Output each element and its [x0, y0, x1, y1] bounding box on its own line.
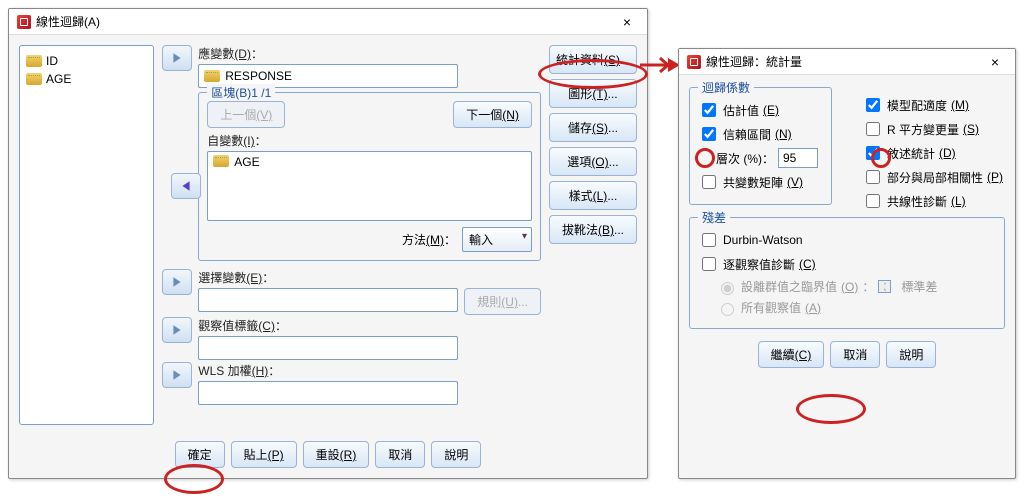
caselabel-field[interactable]: [198, 336, 458, 360]
covmatrix-check[interactable]: 共變數矩陣(V): [698, 172, 823, 192]
save-button[interactable]: 儲存(S)...: [549, 113, 637, 142]
method-row: 方法(M)： 輸入: [207, 227, 532, 252]
dialog1-button-row: 確定 貼上(P) 重設(R) 取消 說明: [9, 435, 647, 478]
block-prev-button: 上一個(V): [207, 101, 285, 128]
dependent-value: RESPONSE: [225, 69, 292, 83]
annotation-circle-continue: [796, 394, 866, 424]
level-input[interactable]: [778, 148, 818, 168]
partial-check[interactable]: 部分與局部相關性(P): [862, 167, 1005, 187]
variable-list[interactable]: ID AGE: [19, 45, 154, 425]
cancel-button[interactable]: 取消: [375, 441, 425, 468]
dialog1-title: 線性迴歸(A): [36, 13, 615, 30]
rule-button: 規則(U)...: [464, 288, 541, 315]
center-column: 應變數(D)： RESPONSE 區塊(B)1 /1 上一個(V) 下一個(N): [162, 45, 541, 425]
casewise-check[interactable]: 逐觀察值診斷(C): [698, 254, 996, 274]
caselabel-row: 觀察值標籤(C)：: [162, 317, 541, 360]
move-selection-button[interactable]: [162, 269, 192, 295]
statistics-dialog: 線性迴歸：統計量 × 迴歸係數 估計值(E) 信賴區間(N) 層次 (%)： 共…: [678, 48, 1016, 479]
dialog2-titlebar: 線性迴歸：統計量 ×: [679, 49, 1015, 75]
var-id-label: ID: [46, 54, 58, 68]
stats-button[interactable]: 統計資料(S)...: [549, 45, 637, 74]
plots-button[interactable]: 圖形(T)...: [549, 79, 637, 108]
level-label: 層次 (%)：: [716, 150, 774, 167]
move-independent-button[interactable]: [171, 173, 201, 199]
selection-row: 選擇變數(E)： 規則(U)...: [162, 269, 541, 315]
ok-button[interactable]: 確定: [175, 441, 225, 468]
wls-field[interactable]: [198, 381, 458, 405]
scale-icon: [26, 73, 42, 85]
var-age-label: AGE: [46, 72, 71, 86]
r2change-check[interactable]: R 平方變更量(S): [862, 119, 1005, 139]
method-label: 方法(M)：: [402, 231, 456, 248]
dialog1-body: ID AGE 應變數(D)： RESPONSE 區塊(B)1: [9, 35, 647, 435]
dependent-label: 應變數(D)：: [198, 45, 541, 62]
ci-level-row: 層次 (%)：: [716, 148, 823, 168]
block-title: 區塊(B)1 /1: [207, 84, 275, 101]
side-buttons: 統計資料(S)... 圖形(T)... 儲存(S)... 選項(O)... 樣式…: [549, 45, 637, 425]
move-caselabel-button[interactable]: [162, 317, 192, 343]
method-select[interactable]: 輸入: [462, 227, 532, 252]
dependent-row: 應變數(D)： RESPONSE: [162, 45, 541, 88]
wls-label: WLS 加權(H)：: [198, 362, 541, 379]
independent-value: AGE: [234, 155, 259, 169]
selection-field[interactable]: [198, 288, 458, 312]
independent-field[interactable]: AGE: [207, 151, 532, 221]
move-wls-button[interactable]: [162, 362, 192, 388]
dialog2-body: 迴歸係數 估計值(E) 信賴區間(N) 層次 (%)： 共變數矩陣(V) 模型配…: [679, 75, 1015, 388]
scale-icon: [26, 55, 42, 67]
close-icon[interactable]: ×: [615, 14, 639, 30]
linear-regression-dialog: 線性迴歸(A) × ID AGE 應變數(D)： RESPO: [8, 8, 648, 479]
var-age[interactable]: AGE: [26, 70, 147, 88]
style-button[interactable]: 樣式(L)...: [549, 181, 637, 210]
cancel2-button[interactable]: 取消: [830, 341, 880, 368]
dialog2-button-row: 繼續(C) 取消 說明: [689, 335, 1005, 378]
allcases-radio: 所有觀察值(A): [716, 299, 996, 316]
fit-check[interactable]: 模型配適度(M): [862, 95, 1005, 115]
independent-label: 自變數(I)：: [207, 132, 532, 149]
block-next-button[interactable]: 下一個(N): [453, 101, 532, 128]
outliers-radio: 設離群值之臨界值(O)：標準差: [716, 278, 996, 295]
move-dependent-button[interactable]: [162, 45, 192, 71]
var-id[interactable]: ID: [26, 52, 147, 70]
help2-button[interactable]: 說明: [886, 341, 936, 368]
resid-group-title: 殘差: [698, 209, 730, 226]
wls-row: WLS 加權(H)：: [162, 362, 541, 405]
options-button[interactable]: 選項(O)...: [549, 147, 637, 176]
bootstrap-button[interactable]: 拔靴法(B)...: [549, 215, 637, 244]
selection-label: 選擇變數(E)：: [198, 269, 541, 286]
collin-check[interactable]: 共線性診斷(L): [862, 191, 1005, 211]
block-frame: 區塊(B)1 /1 上一個(V) 下一個(N) 自變數(I)： AGE: [198, 92, 541, 261]
estimates-check[interactable]: 估計值(E): [698, 100, 823, 120]
outliers-input: [878, 280, 891, 293]
caselabel-label: 觀察值標籤(C)：: [198, 317, 541, 334]
spss-icon: [687, 55, 701, 69]
scale-icon: [204, 70, 220, 82]
annotation-arrow: [640, 52, 680, 84]
dialog2-title: 線性迴歸：統計量: [706, 53, 983, 70]
close-icon[interactable]: ×: [983, 54, 1007, 70]
reset-button[interactable]: 重設(R): [303, 441, 370, 468]
resid-group: 殘差 Durbin-Watson 逐觀察值診斷(C) 設離群值之臨界值(O)：標…: [689, 217, 1005, 329]
descriptives-check[interactable]: 敘述統計(D): [862, 143, 1005, 163]
spss-icon: [17, 15, 31, 29]
paste-button[interactable]: 貼上(P): [231, 441, 297, 468]
coef-group: 迴歸係數 估計值(E) 信賴區間(N) 層次 (%)： 共變數矩陣(V): [689, 87, 832, 205]
help-button[interactable]: 說明: [431, 441, 481, 468]
durbin-check[interactable]: Durbin-Watson: [698, 230, 996, 250]
coef-group-title: 迴歸係數: [698, 79, 754, 96]
ci-check[interactable]: 信賴區間(N): [698, 124, 823, 144]
dialog1-titlebar: 線性迴歸(A) ×: [9, 9, 647, 35]
scale-icon: [213, 155, 229, 167]
continue-button[interactable]: 繼續(C): [758, 341, 825, 368]
